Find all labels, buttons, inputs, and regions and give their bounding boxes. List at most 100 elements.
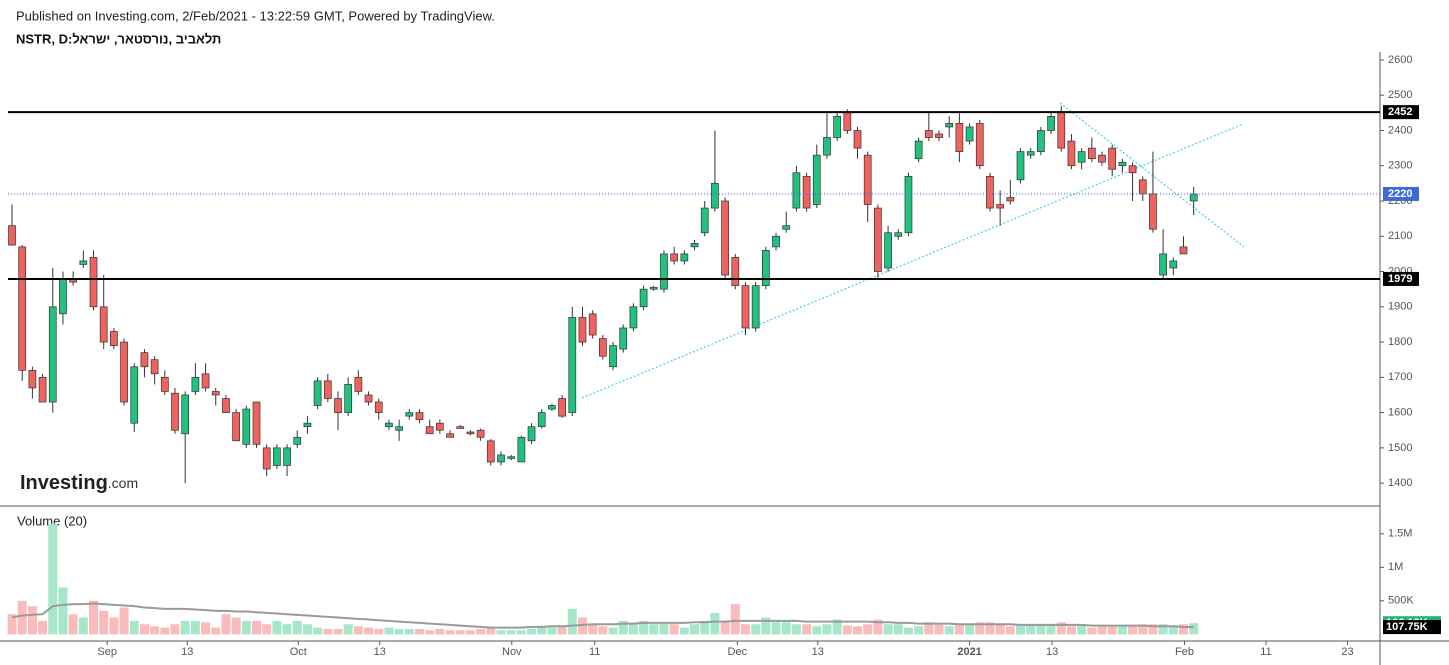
- candle-body: [150, 359, 159, 375]
- candle-body: [313, 380, 322, 406]
- candle-body: [466, 431, 475, 435]
- volume-bar: [567, 608, 577, 635]
- y-tick-label: 1600: [1388, 407, 1412, 419]
- x-tick-label: 13: [374, 646, 386, 658]
- volume-bar: [231, 617, 241, 635]
- candle-body: [120, 341, 128, 403]
- candle-body: [1179, 246, 1188, 255]
- volume-bar: [577, 617, 587, 635]
- level-label-box: [1383, 105, 1419, 120]
- y-tick-label: 2500: [1388, 89, 1412, 101]
- volume-bar: [842, 625, 852, 635]
- candle-body: [242, 408, 251, 445]
- volume-bar: [414, 628, 424, 635]
- volume-bar: [170, 624, 180, 635]
- volume-bar: [262, 624, 272, 635]
- candle-body: [599, 338, 607, 357]
- volume-bar: [516, 630, 526, 635]
- volume-bar: [720, 620, 730, 635]
- x-tick-label: 13: [1046, 646, 1058, 658]
- volume-bar: [353, 626, 363, 635]
- volume-ma-line: [11, 602, 1194, 629]
- volume-bar: [527, 628, 537, 635]
- candle-body: [1098, 154, 1106, 163]
- candle-body: [894, 232, 903, 237]
- volume-bar: [99, 610, 109, 635]
- volume-bar: [1117, 625, 1127, 635]
- candle-body: [48, 306, 57, 403]
- volume-bar: [190, 620, 200, 635]
- x-tick-label: 13: [812, 646, 824, 658]
- candle-body: [59, 278, 67, 315]
- volume-bar: [914, 626, 924, 635]
- candle-body: [639, 288, 648, 308]
- volume-bar: [486, 627, 496, 635]
- volume-bar: [1056, 622, 1066, 635]
- volume-bar: [893, 624, 903, 635]
- candle-body: [456, 426, 465, 429]
- y-tick-label: 1M: [1388, 561, 1403, 573]
- candle-body: [436, 422, 444, 431]
- candle-body: [344, 384, 353, 413]
- candle-body: [1118, 161, 1127, 167]
- volume-bar: [618, 620, 628, 635]
- volume-bar: [628, 624, 638, 635]
- y-tick-label: 1700: [1388, 371, 1412, 383]
- candle-body: [588, 313, 597, 336]
- candle-body: [1067, 140, 1076, 167]
- level-label: 1979: [1388, 273, 1412, 285]
- candle-body: [558, 398, 566, 417]
- candle-body: [700, 207, 709, 234]
- candle-body: [273, 447, 281, 466]
- volume-bar: [211, 627, 221, 635]
- volume-bar: [27, 606, 37, 635]
- volume-bar: [465, 630, 475, 635]
- candle-body: [110, 331, 118, 346]
- y-tick-label: 500K: [1388, 595, 1414, 607]
- volume-bar: [995, 624, 1005, 635]
- volume-bar: [58, 587, 68, 635]
- volume-bar: [975, 622, 985, 635]
- candle-body: [731, 257, 740, 286]
- candle-body: [578, 317, 587, 343]
- volume-bar: [965, 624, 975, 635]
- volume-bar: [812, 626, 822, 635]
- candle-body: [334, 398, 342, 413]
- volume-bar: [781, 622, 791, 635]
- volume-bar: [455, 630, 465, 635]
- symbol-title: תלאביב ,נורסטאר, ישראל:NSTR, D: [16, 31, 221, 46]
- candle-body: [914, 140, 923, 160]
- y-tick-label: 1500: [1388, 442, 1412, 454]
- volume-bar: [944, 626, 954, 635]
- candle-body: [486, 440, 495, 463]
- volume-bar: [679, 627, 689, 635]
- volume-bar: [598, 626, 608, 635]
- volume-bar: [1036, 625, 1046, 635]
- volume-bar: [791, 624, 801, 635]
- candle-body: [833, 116, 841, 138]
- candle-body: [99, 306, 108, 343]
- volume-bar: [180, 620, 190, 635]
- candle-body: [323, 380, 332, 399]
- volume-bar: [547, 627, 557, 635]
- x-tick-label: Nov: [502, 646, 522, 658]
- candle-body: [8, 225, 16, 246]
- volume-bar: [384, 627, 394, 635]
- candle-body: [497, 454, 505, 463]
- volume-bar: [740, 624, 750, 635]
- candle-body: [823, 137, 831, 156]
- candle-body: [89, 257, 98, 308]
- candle-body: [965, 126, 974, 142]
- candle-body: [303, 422, 312, 428]
- x-tick-label: 11: [1260, 646, 1271, 658]
- candle-body: [38, 376, 47, 403]
- volume-bar: [730, 604, 740, 635]
- candle-body: [996, 204, 1004, 209]
- volume-bar: [832, 619, 842, 635]
- volume-bar: [160, 627, 170, 635]
- candle-body: [1006, 197, 1015, 202]
- x-tick-label: Sep: [97, 646, 117, 658]
- volume-bar: [1046, 625, 1056, 635]
- candle-body: [649, 287, 658, 290]
- candle-body: [1077, 151, 1086, 163]
